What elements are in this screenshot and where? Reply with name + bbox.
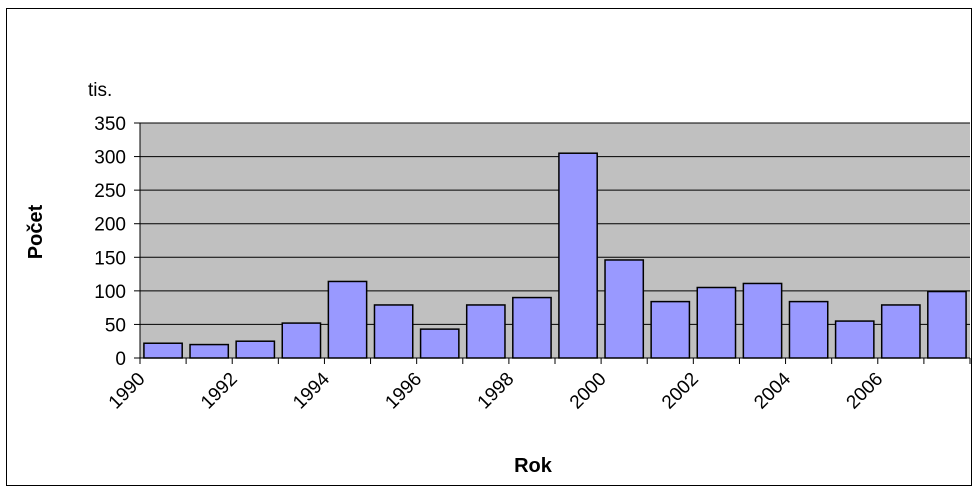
x-axis-ticks: 1990 1992 1994 1996 1998 2000 2002 2004 2006 bbox=[105, 358, 971, 414]
bar bbox=[558, 152, 598, 359]
x-tick-label: 1998 bbox=[474, 369, 519, 414]
bar bbox=[465, 304, 506, 359]
unit-label: tis. bbox=[88, 80, 112, 101]
y-tick-label: 200 bbox=[94, 215, 126, 236]
bars bbox=[143, 152, 967, 359]
bar bbox=[696, 286, 737, 359]
bar bbox=[281, 322, 322, 359]
bar bbox=[788, 300, 829, 359]
bar bbox=[604, 259, 645, 359]
x-tick-label: 1994 bbox=[289, 368, 334, 413]
bar bbox=[327, 280, 368, 359]
bar bbox=[143, 342, 183, 359]
y-axis-ticks: 0 50 100 150 200 250 300 350 bbox=[94, 114, 140, 370]
y-tick-label: 300 bbox=[94, 148, 126, 169]
y-tick-label: 100 bbox=[94, 282, 126, 303]
x-axis-title: Rok bbox=[514, 455, 553, 477]
bar bbox=[189, 343, 230, 359]
bar bbox=[650, 300, 691, 359]
bar bbox=[742, 282, 783, 359]
y-tick-label: 250 bbox=[94, 181, 126, 202]
x-tick-label: 1996 bbox=[381, 369, 426, 414]
bar bbox=[512, 296, 552, 359]
x-tick-label: 1992 bbox=[197, 369, 242, 414]
x-tick-label: 2002 bbox=[658, 369, 703, 414]
y-axis-title: Počet bbox=[25, 204, 47, 259]
y-tick-label: 150 bbox=[94, 248, 126, 269]
x-tick-label: 2004 bbox=[750, 368, 795, 413]
bar bbox=[880, 304, 921, 359]
bar bbox=[834, 320, 875, 359]
y-tick-label: 350 bbox=[94, 114, 126, 135]
x-tick-label: 2006 bbox=[843, 369, 888, 414]
bar bbox=[373, 304, 414, 359]
bar bbox=[235, 340, 276, 359]
grid-lines bbox=[140, 122, 970, 325]
x-tick-label: 2000 bbox=[566, 369, 611, 414]
bar bbox=[419, 328, 460, 359]
y-tick-label: 50 bbox=[105, 315, 126, 336]
plot-area bbox=[140, 123, 970, 358]
bar bbox=[927, 290, 967, 359]
x-tick-label: 1990 bbox=[105, 369, 150, 414]
y-tick-label: 0 bbox=[115, 349, 126, 370]
